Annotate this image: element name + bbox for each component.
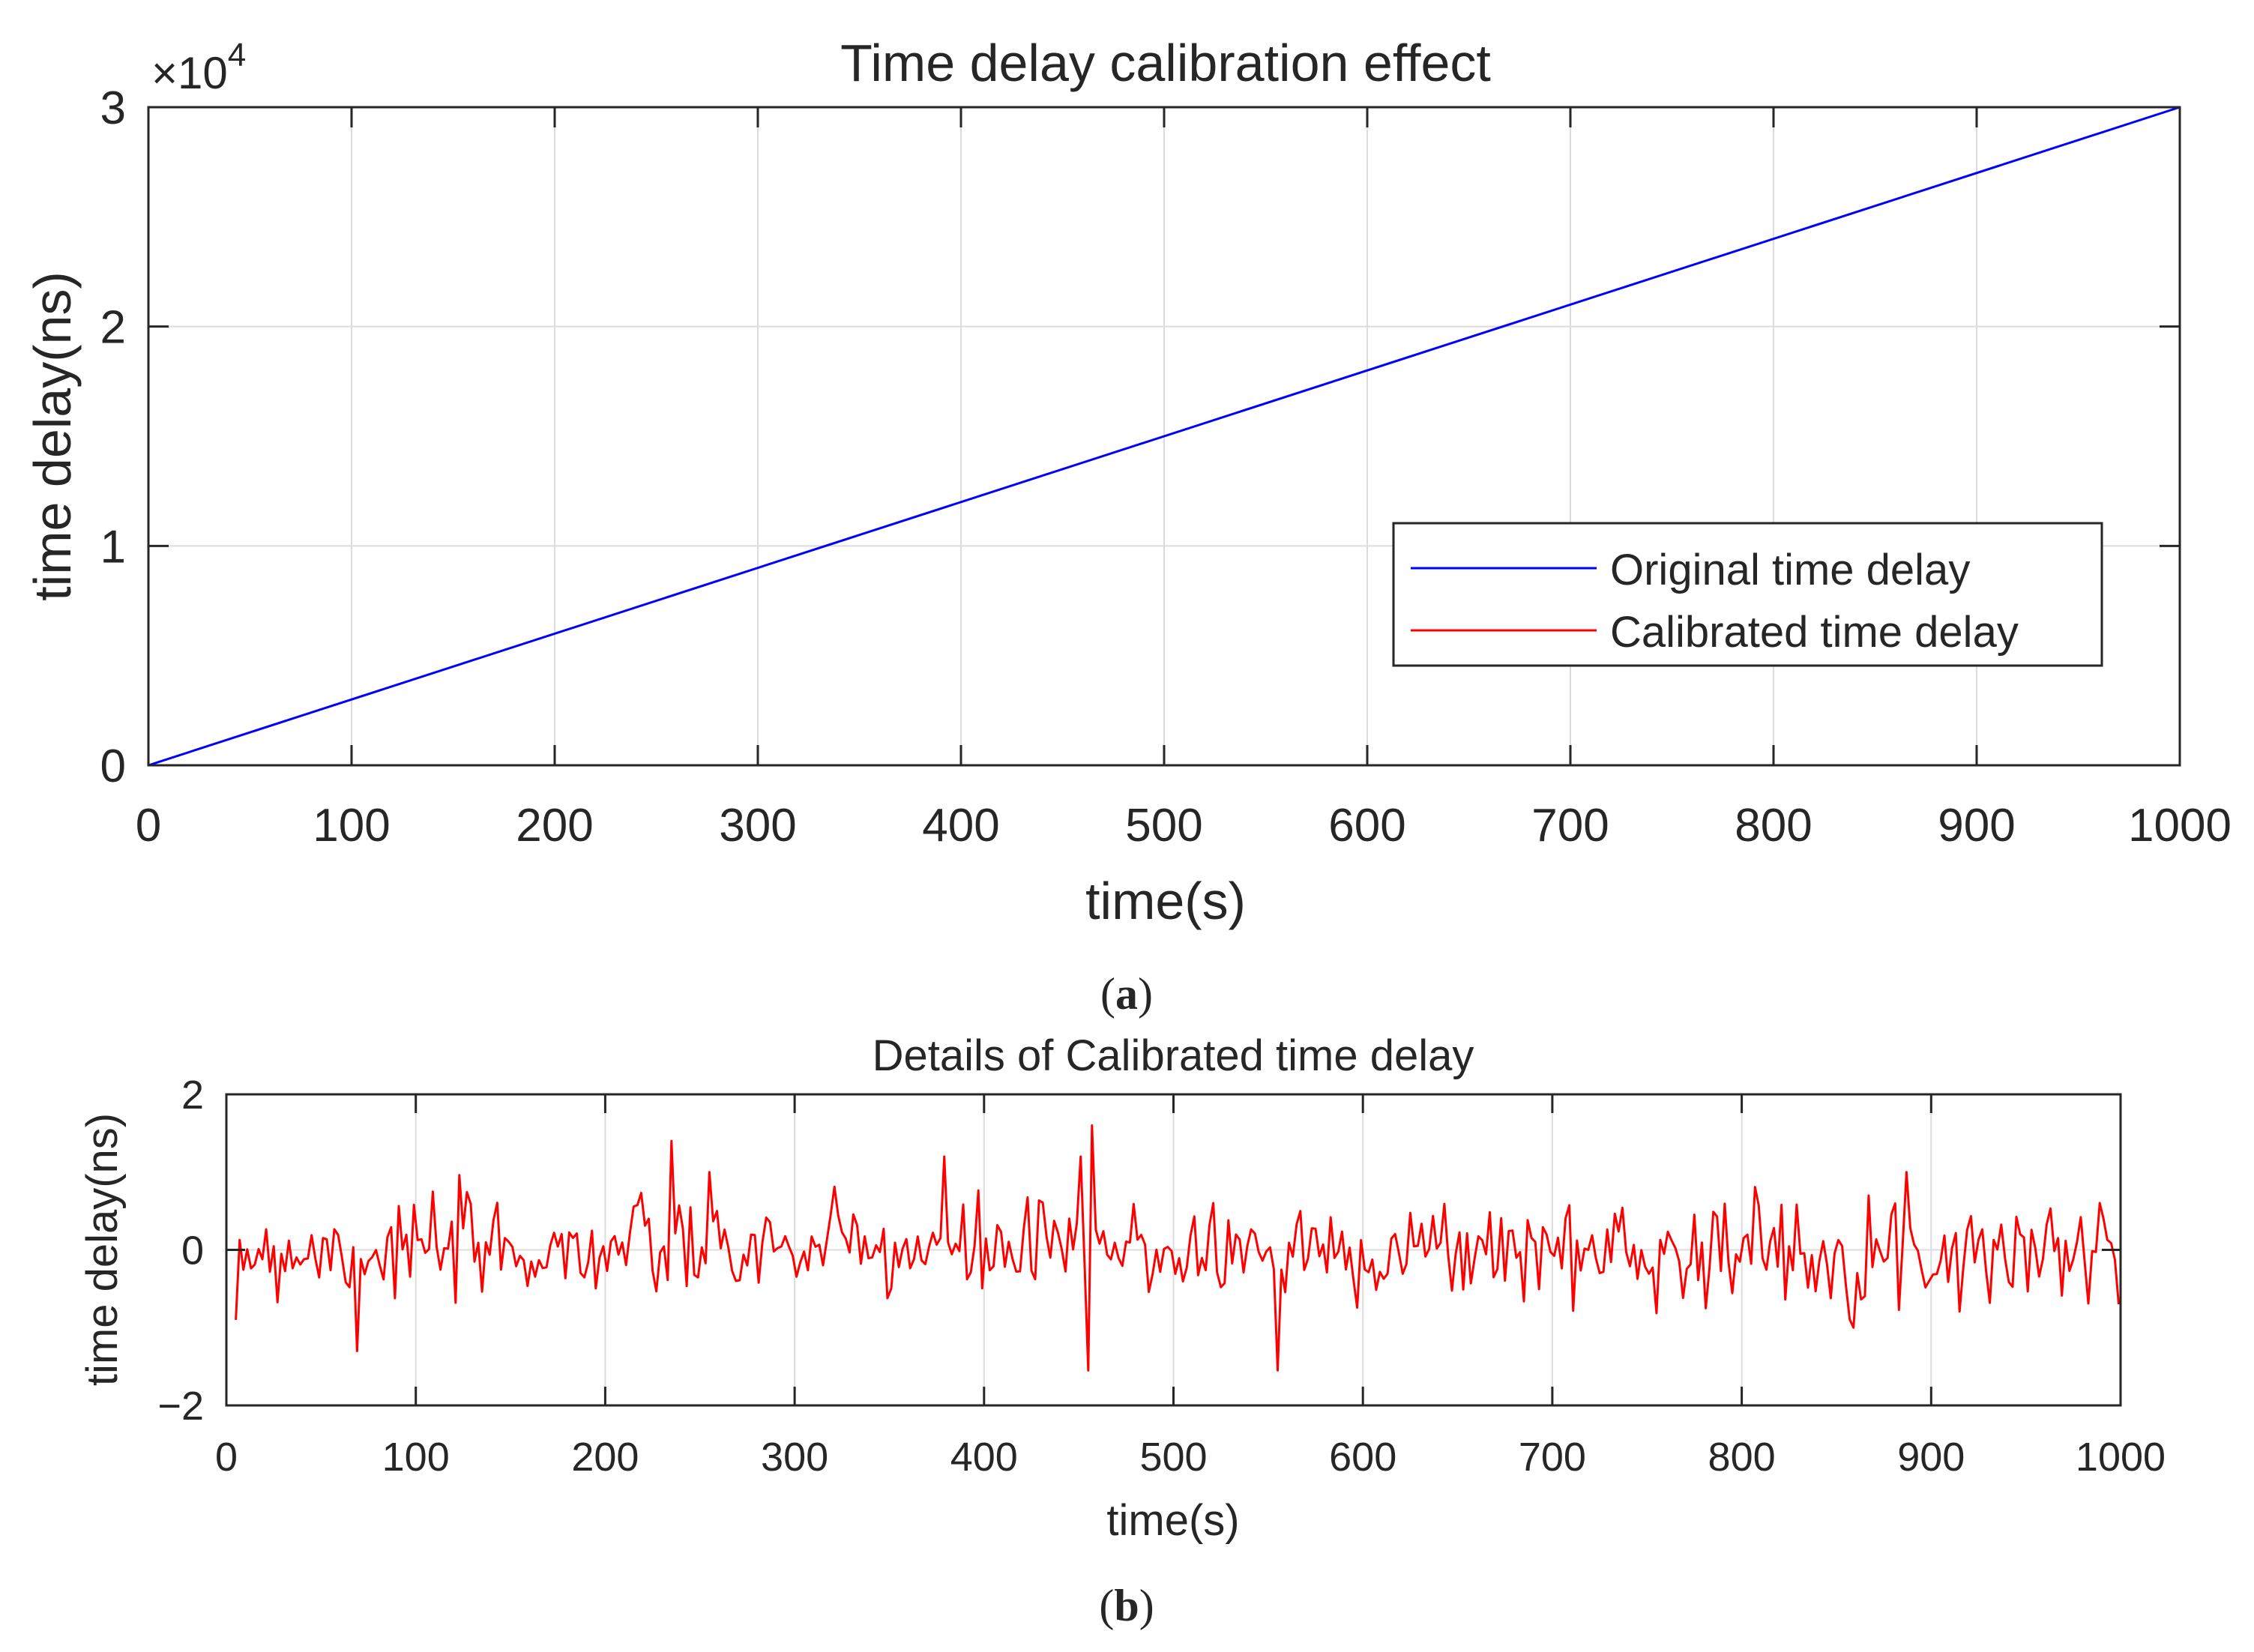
- plot-a-y-multiplier-base: ×10: [151, 48, 228, 98]
- plot-a-y-tick-label: 0: [100, 741, 126, 792]
- plot-b: 0 100 200 300 400 500 600 700 800 900 1000−202 Det…: [78, 1031, 2166, 1630]
- plot-b-y-tick-label: 0: [181, 1229, 204, 1273]
- plot-a-x-tick-label: 600: [1328, 800, 1405, 851]
- plot-b-caption-letter: b: [1114, 1581, 1139, 1630]
- plot-b-x-tick-label: 600: [1329, 1435, 1396, 1480]
- plot-b-ticks: 0 100 200 300 400 500 600 700 800 900 1000−202: [157, 1073, 2166, 1480]
- plot-a-legend-box: [1392, 522, 2103, 667]
- plot-b-series: [235, 1124, 2120, 1372]
- plot-a-x-tick-label: 900: [1938, 800, 2015, 851]
- plot-a-y-tick-label: 1: [100, 521, 126, 573]
- plot-b-x-tick-label: 800: [1708, 1435, 1776, 1480]
- plot-b-x-tick-label: 1000: [2076, 1435, 2166, 1480]
- plot-a-x-tick-label: 0: [136, 800, 161, 851]
- plot-a-x-tick-label: 400: [922, 800, 999, 851]
- plot-a-y-axis-label: time delay(ns): [23, 271, 82, 601]
- plot-b-x-tick-label: 900: [1897, 1435, 1965, 1480]
- plot-a-y-tick-label: 2: [100, 302, 126, 354]
- plot-b-caption: (b): [1099, 1581, 1154, 1630]
- plot-b-y-axis-label: time delay(ns): [78, 1113, 127, 1386]
- plot-a-y-multiplier: ×104: [151, 37, 246, 98]
- plot-a-y-tick-label: 3: [100, 82, 126, 134]
- plot-b-x-tick-label: 400: [950, 1435, 1018, 1480]
- plot-a-x-tick-label: 700: [1531, 800, 1609, 851]
- plot-a-legend: Original time delay Calibrated time dela…: [1392, 522, 2103, 667]
- plot-a-title: Time delay calibration effect: [840, 34, 1491, 92]
- plot-b-x-tick-label: 300: [761, 1435, 828, 1480]
- plot-a-y-multiplier-exponent: 4: [228, 37, 246, 73]
- plot-a-x-tick-label: 100: [313, 800, 390, 851]
- legend-label-calibrated-time-delay: Calibrated time delay: [1610, 608, 2019, 657]
- plot-a-x-tick-label: 1000: [2128, 800, 2232, 851]
- plot-a-x-tick-label: 500: [1125, 800, 1202, 851]
- plot-b-x-tick-label: 100: [382, 1435, 450, 1480]
- plot-b-series-calibrated-time-delay: [235, 1124, 2120, 1372]
- plot-a-caption-letter: a: [1115, 969, 1138, 1019]
- plot-a-x-tick-label: 300: [719, 800, 796, 851]
- plot-b-x-tick-label: 0: [215, 1435, 238, 1480]
- plot-a-caption: (a): [1100, 969, 1153, 1019]
- plot-b-x-tick-label: 500: [1139, 1435, 1207, 1480]
- plot-b-x-tick-label: 200: [571, 1435, 639, 1480]
- plot-a: 0 100 200 300 400 500 600 700 800 900 1000 0 1 2 3 Tim…: [23, 34, 2232, 1019]
- plot-b-y-tick-label: 2: [181, 1073, 204, 1118]
- plot-b-title: Details of Calibrated time delay: [873, 1031, 1474, 1080]
- plot-b-x-axis-label: time(s): [1106, 1496, 1239, 1545]
- plot-b-x-tick-label: 700: [1519, 1435, 1586, 1480]
- plot-a-x-tick-label: 800: [1735, 800, 1812, 851]
- plot-b-y-tick-label: −2: [157, 1384, 204, 1429]
- plot-a-x-tick-label: 200: [516, 800, 593, 851]
- legend-label-original-time-delay: Original time delay: [1610, 546, 1970, 594]
- plot-a-x-axis-label: time(s): [1085, 872, 1246, 930]
- plot-a-ticks: 0 100 200 300 400 500 600 700 800 900 1000 0 1 2 3: [100, 82, 2232, 851]
- plot-a-series-original-time-delay: [148, 106, 2181, 767]
- plot-b-gridlines: [226, 1094, 2121, 1405]
